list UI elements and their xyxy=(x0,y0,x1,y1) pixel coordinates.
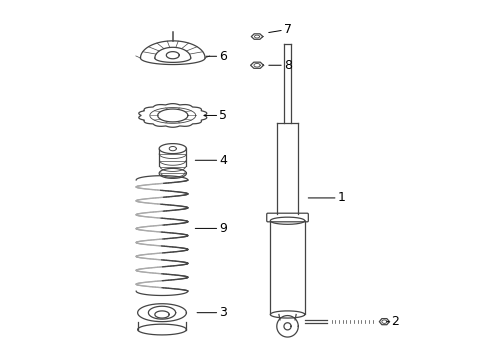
Text: 3: 3 xyxy=(197,306,227,319)
Text: 4: 4 xyxy=(195,154,227,167)
Text: 5: 5 xyxy=(204,109,227,122)
Text: 2: 2 xyxy=(386,315,399,328)
Text: 9: 9 xyxy=(195,222,227,235)
Text: 7: 7 xyxy=(268,23,291,36)
Text: 6: 6 xyxy=(205,50,227,63)
Text: 8: 8 xyxy=(268,59,291,72)
Text: 1: 1 xyxy=(307,192,345,204)
